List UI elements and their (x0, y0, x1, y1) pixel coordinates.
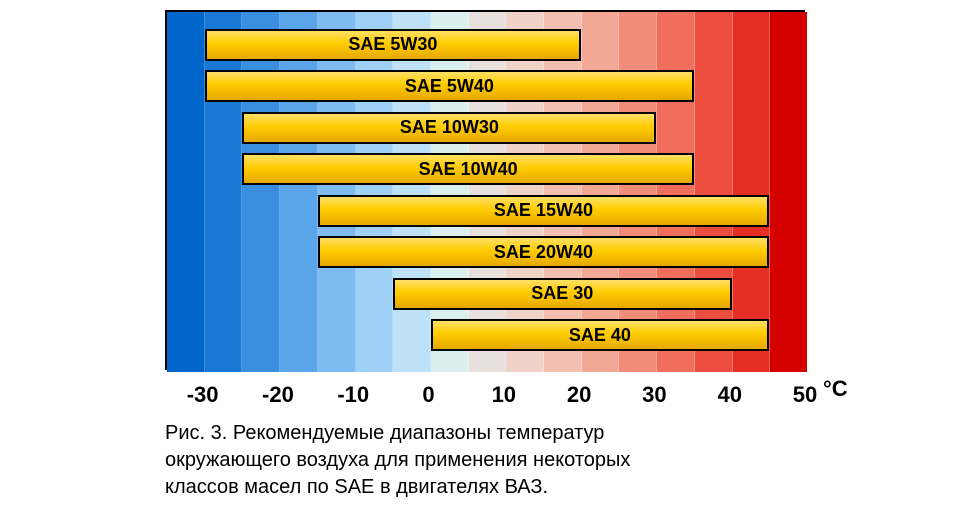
axis-tick: -20 (258, 382, 298, 408)
axis-tick: 0 (409, 382, 449, 408)
figure-caption: Рис. 3. Рекомендуемые диапазоны температ… (165, 420, 805, 501)
caption-line: окружающего воздуха для применения некот… (165, 447, 805, 474)
sae-bar: SAE 40 (431, 319, 770, 351)
x-axis: -30-20-1001020304050°C (165, 382, 805, 410)
sae-temperature-chart: SAE 5W30 SAE 5W40 SAE 10W30 SAE 10W40 SAE 15… (165, 10, 805, 370)
axis-unit: °C (823, 376, 848, 402)
sae-bar: SAE 30 (393, 278, 732, 310)
axis-tick: 40 (710, 382, 750, 408)
sae-bar: SAE 5W30 (205, 29, 581, 61)
axis-tick: 50 (785, 382, 825, 408)
caption-line: классов масел по SAE в двигателях ВАЗ. (165, 474, 805, 501)
sae-bar: SAE 15W40 (318, 195, 770, 227)
axis-tick: 30 (634, 382, 674, 408)
sae-bar: SAE 10W40 (242, 153, 694, 185)
sae-bar: SAE 20W40 (318, 236, 770, 268)
axis-tick: -10 (333, 382, 373, 408)
sae-bar: SAE 10W30 (242, 112, 656, 144)
bar-group: SAE 5W30 SAE 5W40 SAE 10W30 SAE 10W40 SAE 15… (167, 12, 803, 368)
caption-line: Рис. 3. Рекомендуемые диапазоны температ… (165, 420, 805, 447)
axis-tick: -30 (183, 382, 223, 408)
axis-tick: 20 (559, 382, 599, 408)
axis-tick: 10 (484, 382, 524, 408)
sae-bar: SAE 5W40 (205, 70, 694, 102)
